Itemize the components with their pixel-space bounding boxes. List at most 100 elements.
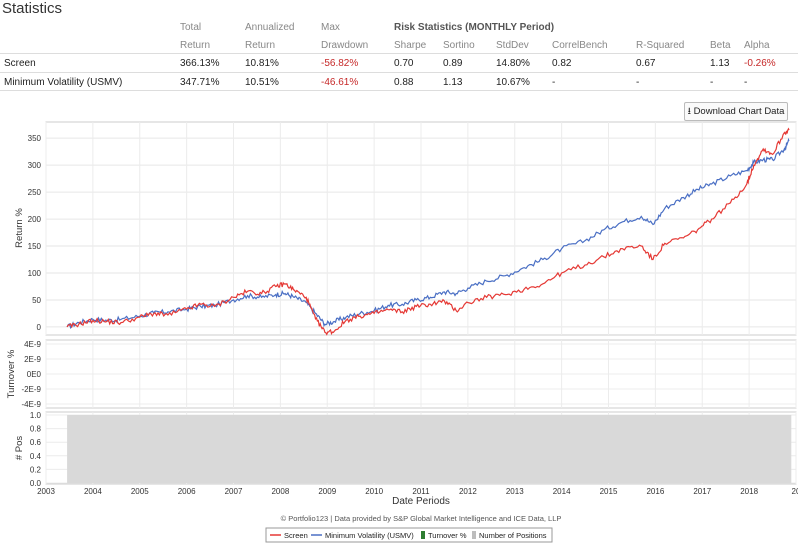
header-maxdd-1: Max [321,22,340,33]
row-correl: - [552,77,556,88]
positions-y-tick-label: 0.4 [30,452,42,461]
header-maxdd-2: Drawdown [321,40,369,51]
legend-box [265,527,553,543]
turnover-y-tick-label: 4E-9 [24,340,41,349]
x-tick-label: 2012 [459,487,477,496]
row-sharpe: 0.70 [394,58,414,69]
row-rsq: 0.67 [636,58,656,69]
turnover-y-tick-label: -2E-9 [21,385,41,394]
screen-series-line [66,127,790,336]
positions-y-tick-label: 0.6 [30,438,42,447]
return-y-tick-label: 300 [28,161,42,170]
turnover-y-axis-label: Turnover % [6,349,17,398]
legend-label-positions[interactable]: Number of Positions [479,531,547,540]
row-alpha: -0.26% [744,58,776,69]
row-rsq: - [636,77,640,88]
divider [0,90,798,91]
row-maxdd: -56.82% [321,58,359,69]
positions-y-axis-label: # Pos [14,436,25,461]
row-sharpe: 0.88 [394,77,414,88]
header-annualized-2: Return [245,40,276,51]
header-total-2: Return [180,40,211,51]
row-stddev: 10.67% [496,77,530,88]
header-total-1: Total [180,22,202,33]
turnover-y-tick-label: 0E0 [27,370,42,379]
header-rsq: R-Squared [636,40,685,51]
x-tick-label: 2017 [693,487,711,496]
return-y-tick-label: 100 [28,269,42,278]
legend-label-screen[interactable]: Screen [284,531,308,540]
x-tick-label: 2003 [37,487,55,496]
header-sharpe: Sharpe [394,40,427,51]
x-tick-label: 2013 [506,487,524,496]
x-tick-labels: 2003 2004 2005 2006 2007 2008 2009 2010 2011 2012… [37,487,798,496]
row-total: 347.71% [180,77,220,88]
x-tick-label: 2009 [318,487,336,496]
x-tick-label: 2004 [84,487,102,496]
turnover-y-tick-label: -4E-9 [21,400,41,409]
usmv-series-line [66,137,790,330]
divider [0,53,798,54]
row-stddev: 14.80% [496,58,530,69]
row-correl: 0.82 [552,58,572,69]
return-y-tick-label: 150 [28,242,42,251]
header-sortino: Sortino [443,40,475,51]
row-total: 366.13% [180,58,220,69]
x-tick-label: 2015 [600,487,618,496]
positions-y-tick-labels: 1.0 0.8 0.6 0.4 0.2 0.0 [30,411,42,488]
x-tick-label: 2018 [740,487,758,496]
positions-y-tick-label: 0.2 [30,465,42,474]
row-annualized: 10.81% [245,58,279,69]
legend-label-turnover[interactable]: Turnover % [428,531,467,540]
row-sortino: 0.89 [443,58,463,69]
header-risk-group: Risk Statistics (MONTHLY Period) [394,22,555,33]
return-y-tick-label: 50 [32,296,41,305]
download-icon: ⭳ [687,106,691,117]
x-tick-label: 2011 [412,487,430,496]
download-button-label: Download Chart Data [693,106,785,117]
footer-credit: © Portfolio123 | Data provided by S&P Gl… [281,514,562,523]
x-tick-label: 2005 [131,487,149,496]
row-alpha: - [744,77,748,88]
x-tick-label: 2014 [553,487,571,496]
x-axis-label: Date Periods [392,496,450,507]
return-y-axis-label: Return % [14,208,25,248]
return-y-tick-label: 200 [28,215,42,224]
row-annualized: 10.51% [245,77,279,88]
download-chart-data-button[interactable]: ⭳ Download Chart Data [684,102,788,121]
page-title: Statistics [2,0,63,17]
divider [0,72,798,73]
legend-label-usmv[interactable]: Minimum Volatility (USMV) [325,531,414,540]
row-beta: - [710,77,714,88]
x-tick-label: 2006 [178,487,196,496]
row-sortino: 1.13 [443,77,463,88]
header-alpha: Alpha [744,40,770,51]
row-name: Screen [4,58,36,69]
return-y-tick-label: 0 [37,323,42,332]
legend-swatch-turnover [421,531,425,539]
x-tick-label: 2007 [225,487,243,496]
header-annualized-1: Annualized [245,22,295,33]
return-y-tick-labels: 0 50 100 150 200 250 300 350 [28,134,42,332]
legend-swatch-positions [472,531,476,539]
row-beta: 1.13 [710,58,730,69]
positions-y-tick-label: 0.8 [30,425,42,434]
x-tick-label: 2016 [646,487,664,496]
row-name: Minimum Volatility (USMV) [4,77,123,88]
return-y-tick-label: 350 [28,134,42,143]
turnover-gridlines [46,343,796,405]
return-y-tick-label: 250 [28,188,42,197]
positions-y-tick-label: 0.0 [30,479,42,488]
x-tick-label: 2010 [365,487,383,496]
turnover-y-tick-label: 2E-9 [24,355,41,364]
row-maxdd: -46.61% [321,77,359,88]
header-beta: Beta [710,40,731,51]
positions-y-tick-label: 1.0 [30,411,42,420]
x-tick-label: 2008 [271,487,289,496]
number-of-positions-bar [67,415,792,483]
header-stddev: StdDev [496,40,529,51]
x-tick-label: 20 [792,487,798,496]
chart-legend: Screen Minimum Volatility (USMV) Turnove… [265,527,553,543]
header-correl: CorrelBench [552,40,608,51]
